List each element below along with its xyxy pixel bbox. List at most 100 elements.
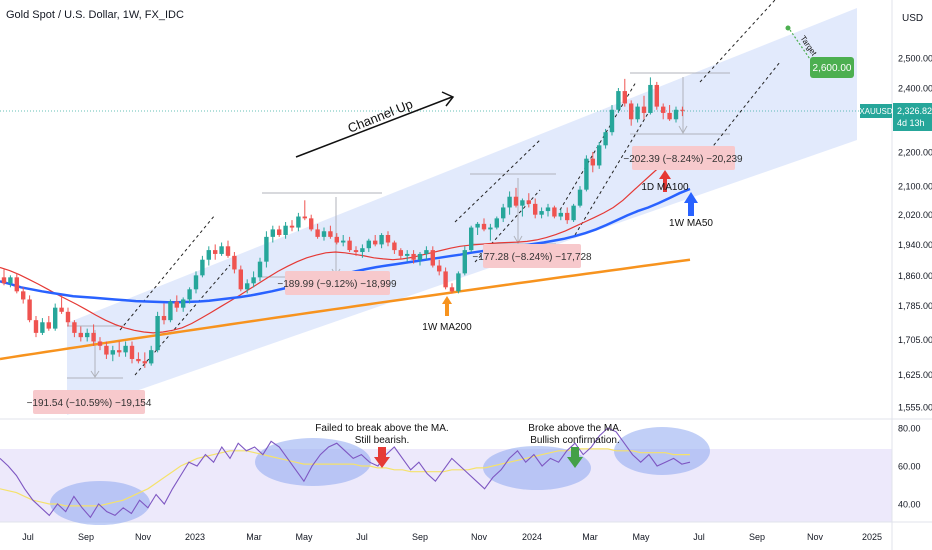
drop1-box xyxy=(33,390,145,414)
time-tick-label: 2024 xyxy=(522,532,542,542)
candle-body xyxy=(526,200,531,204)
candle-body xyxy=(97,341,103,346)
candle-body xyxy=(193,275,199,290)
time-tick-label: Nov xyxy=(471,532,488,542)
price-axis[interactable]: 2,500.00 2,400.00 2,200.00 2,100.00 2,020.00… xyxy=(898,54,932,413)
price-tick-label: 1,705.00 xyxy=(898,335,932,345)
candle-body xyxy=(661,106,666,113)
candle-body xyxy=(168,301,173,321)
candle-body xyxy=(411,253,416,260)
time-tick-label: 2023 xyxy=(185,532,205,542)
current-price-badge xyxy=(893,103,932,131)
rsi-note1-line1: Failed to break above the MA. xyxy=(315,423,448,434)
time-tick-label: 2025 xyxy=(862,532,882,542)
candle-body xyxy=(59,307,64,312)
candle-body xyxy=(667,112,672,120)
candle-body xyxy=(225,246,231,256)
candle-body xyxy=(622,91,627,104)
candle-body xyxy=(40,322,45,333)
candle-body xyxy=(27,299,32,321)
candle-body xyxy=(21,291,26,300)
candle-body xyxy=(238,269,243,290)
candle-body xyxy=(302,216,307,219)
price-tick-label: 1,940.00 xyxy=(898,240,932,250)
price-tick-label: 2,100.00 xyxy=(898,182,932,192)
countdown-label: 4d 13h xyxy=(897,118,925,128)
candle-body xyxy=(539,211,544,215)
channel-arrow-head xyxy=(441,91,455,107)
candle-body xyxy=(533,203,538,215)
candle-body xyxy=(488,227,493,230)
candle-body xyxy=(545,207,551,212)
candle-body xyxy=(565,212,570,221)
candle-body xyxy=(200,259,205,276)
candle-body xyxy=(149,350,154,364)
candle-body xyxy=(558,212,563,217)
target-badge xyxy=(810,57,854,78)
candle-body xyxy=(609,109,615,133)
time-tick-label: Nov xyxy=(135,532,152,542)
candle-body xyxy=(129,345,135,359)
candle-body xyxy=(481,223,487,230)
price-tick-label: 2,500.00 xyxy=(898,54,932,64)
candle-body xyxy=(392,242,397,251)
channel-arrow xyxy=(295,96,453,158)
candle-body xyxy=(123,345,128,353)
candle-body xyxy=(417,253,423,260)
ma200-arrow-icon xyxy=(442,296,452,316)
candle-body xyxy=(577,189,583,206)
target-dot xyxy=(785,25,791,31)
current-price-label: 2,326.82 xyxy=(897,106,932,116)
candle-body xyxy=(648,84,653,113)
candle-body xyxy=(72,322,77,333)
candle-body xyxy=(104,345,109,355)
ticker-badge xyxy=(860,104,892,118)
candle-body xyxy=(206,250,211,260)
candle-body xyxy=(385,234,391,243)
currency-label: USD xyxy=(902,13,923,24)
price-tick-label: 2,400.00 xyxy=(898,84,932,94)
candle-body xyxy=(283,225,288,235)
candle-body xyxy=(78,332,83,338)
candle-body xyxy=(513,196,519,206)
candle-body xyxy=(654,84,659,107)
channel-up xyxy=(67,8,857,415)
time-tick-label: Nov xyxy=(807,532,824,542)
candle-body xyxy=(520,200,525,206)
candle-body xyxy=(315,229,320,237)
time-tick-label: Sep xyxy=(412,532,428,542)
candle-body xyxy=(110,350,115,355)
candle-body xyxy=(8,277,13,284)
candle-body xyxy=(494,218,499,228)
rsi-line xyxy=(0,427,691,519)
rsi-bull-arrow-icon xyxy=(567,447,583,468)
time-tick-label: Mar xyxy=(246,532,262,542)
ma50-arrow-icon xyxy=(684,192,698,216)
candle-body xyxy=(33,320,39,333)
rsi-tick-label: 60.00 xyxy=(898,462,921,472)
time-tick-label: May xyxy=(632,532,650,542)
candle-body xyxy=(174,301,179,308)
candle-body xyxy=(424,250,429,254)
candle-body xyxy=(117,350,122,353)
candle-body xyxy=(449,287,455,292)
drop4-label: −202.39 (−8.24%) −20,239 xyxy=(623,154,743,165)
time-tick-label: Sep xyxy=(749,532,765,542)
candle-body xyxy=(181,299,186,308)
candle-body xyxy=(341,240,346,243)
candle-body xyxy=(552,207,557,217)
rsi-tick-label: 80.00 xyxy=(898,424,921,434)
ticker-label: XAUUSD xyxy=(859,107,893,116)
candle-body xyxy=(1,277,7,284)
rsi-tick-label: 40.00 xyxy=(898,500,921,510)
candle-body xyxy=(142,361,147,364)
candles xyxy=(1,77,685,368)
candle-body xyxy=(65,311,71,323)
candle-body xyxy=(161,315,167,321)
candle-body xyxy=(462,250,467,274)
price-tick-label: 1,785.00 xyxy=(898,301,932,311)
rsi-note1-line2: Still bearish. xyxy=(355,435,409,446)
candle-body xyxy=(251,277,256,284)
time-axis[interactable]: Jul Sep Nov 2023 Mar May Jul Sep Nov 2024 Mar May Ju… xyxy=(22,532,882,542)
candle-body xyxy=(257,261,263,278)
